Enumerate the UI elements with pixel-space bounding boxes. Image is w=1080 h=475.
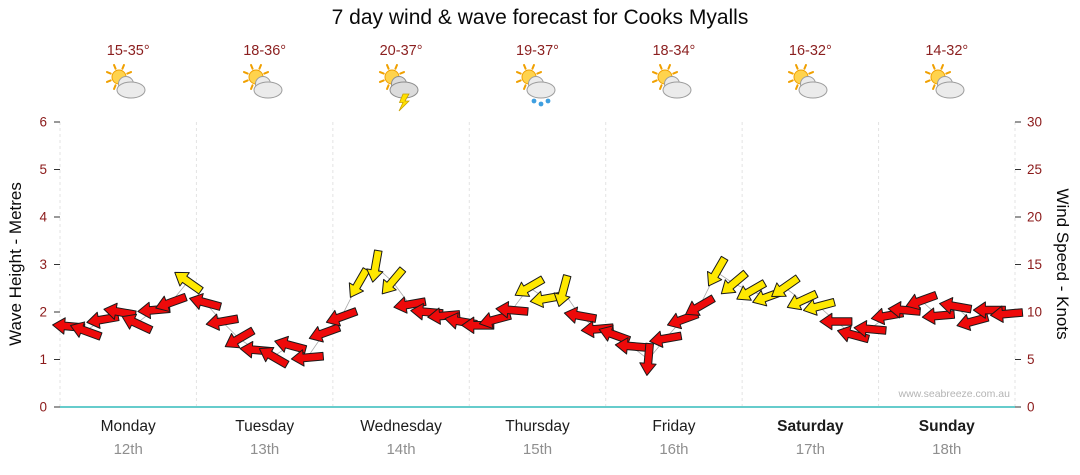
left-axis-label: Wave Height - Metres [6,182,25,346]
day-temperature: 16-32° [788,43,832,59]
wind-arrow [174,271,204,295]
wind-arrow [529,290,563,308]
wind-arrow [70,321,103,341]
wind-arrow [427,307,461,325]
day-date: 17th [795,441,825,458]
day-name: Tuesday [235,418,295,435]
right-axis-tick-label: 10 [1027,305,1042,320]
left-axis-tick-label: 2 [39,305,47,320]
wind-arrow [598,325,632,345]
day-name: Saturday [777,418,844,435]
wind-arrow [308,323,342,343]
left-axis-tick-label: 0 [39,400,47,415]
day-date: 14th [386,441,416,458]
wind-arrow [771,274,801,297]
weather-icon-slot [241,63,289,112]
watermark: www.seabreeze.com.au [898,388,1010,400]
day-temperature: 18-34° [652,43,696,59]
left-axis-tick-label: 5 [39,162,47,177]
weather-icon-slot [923,63,971,112]
sun-cloud-icon [651,63,692,99]
thunderstorm-icon [379,63,419,112]
wind-arrow [905,291,939,311]
wind-arrow [224,326,256,349]
wind-arrow [381,266,407,295]
wind-arrow [325,307,359,327]
wind-arrow [495,301,529,319]
right-axis-tick-label: 15 [1027,257,1042,272]
wind-arrow [736,279,767,301]
day-date: 18th [932,441,962,458]
wind-arrow [685,294,716,316]
wind-arrows [52,249,1024,376]
right-axis-tick-label: 20 [1027,210,1042,225]
day-temperature: 15-35° [106,43,150,59]
day-name: Friday [652,418,696,435]
day-name: Thursday [505,418,570,435]
wind-arrow [819,312,853,331]
day-temperature: 18-36° [243,43,287,59]
wind-arrow [514,275,546,297]
weather-icon-slot [786,63,834,112]
wind-arrow [706,255,729,287]
sun-cloud-icon [242,63,283,99]
wind-arrow [348,267,371,298]
day-date: 13th [250,441,280,458]
day-date: 12th [113,441,143,458]
day-temperature: 20-37° [379,43,423,59]
wind-arrow [258,346,290,369]
wind-arrow [553,274,572,308]
sun-cloud-icon [106,63,146,99]
wind-arrow [563,306,598,324]
left-axis-tick-label: 4 [39,210,47,225]
weather-icon-slot [514,63,562,112]
left-axis-tick-label: 1 [39,352,47,367]
right-axis-tick-label: 0 [1027,400,1035,415]
wind-arrow [205,313,239,331]
right-axis-tick-label: 25 [1027,162,1042,177]
day-temperature: 19-37° [516,43,559,59]
wind-arrow [939,297,973,315]
day-date: 15th [522,441,553,458]
sun-cloud-icon [788,63,828,99]
weather-icon-slot [377,63,425,112]
wind-arrow [393,296,427,314]
right-axis-label: Wind Speed - Knots [1053,188,1072,340]
day-temperature: 14-32° [925,43,969,59]
wind-arrow [290,349,325,367]
weather-icon-slot [104,63,152,112]
wind-arrow [155,292,188,313]
wind-arrow [121,313,154,335]
wind-arrow [720,269,749,295]
sun-rain-icon [515,63,555,107]
wind-arrow [639,342,657,376]
left-axis-tick-label: 3 [39,257,47,272]
wind-arrow [614,337,649,355]
chart-title: 7 day wind & wave forecast for Cooks Mya… [331,6,749,29]
wind-arrow [786,289,819,311]
wind-arrow [649,330,683,348]
day-date: 16th [659,441,689,458]
wind-arrow [837,325,870,344]
day-name: Sunday [918,418,975,435]
weather-icon-slot [650,63,698,112]
day-name: Monday [100,418,156,435]
wind-arrow [990,305,1024,323]
wind-arrow [274,335,308,354]
wind-arrow [189,293,222,311]
wind-arrow [853,320,887,338]
right-axis-tick-label: 5 [1027,352,1035,367]
day-name: Wednesday [360,418,442,435]
wind-arrow [366,249,384,283]
wind-arrow [802,297,836,316]
sun-cloud-icon [924,63,965,99]
wind-arrow [580,320,614,339]
left-axis-tick-label: 6 [39,115,47,130]
right-axis-tick-label: 30 [1027,115,1042,130]
